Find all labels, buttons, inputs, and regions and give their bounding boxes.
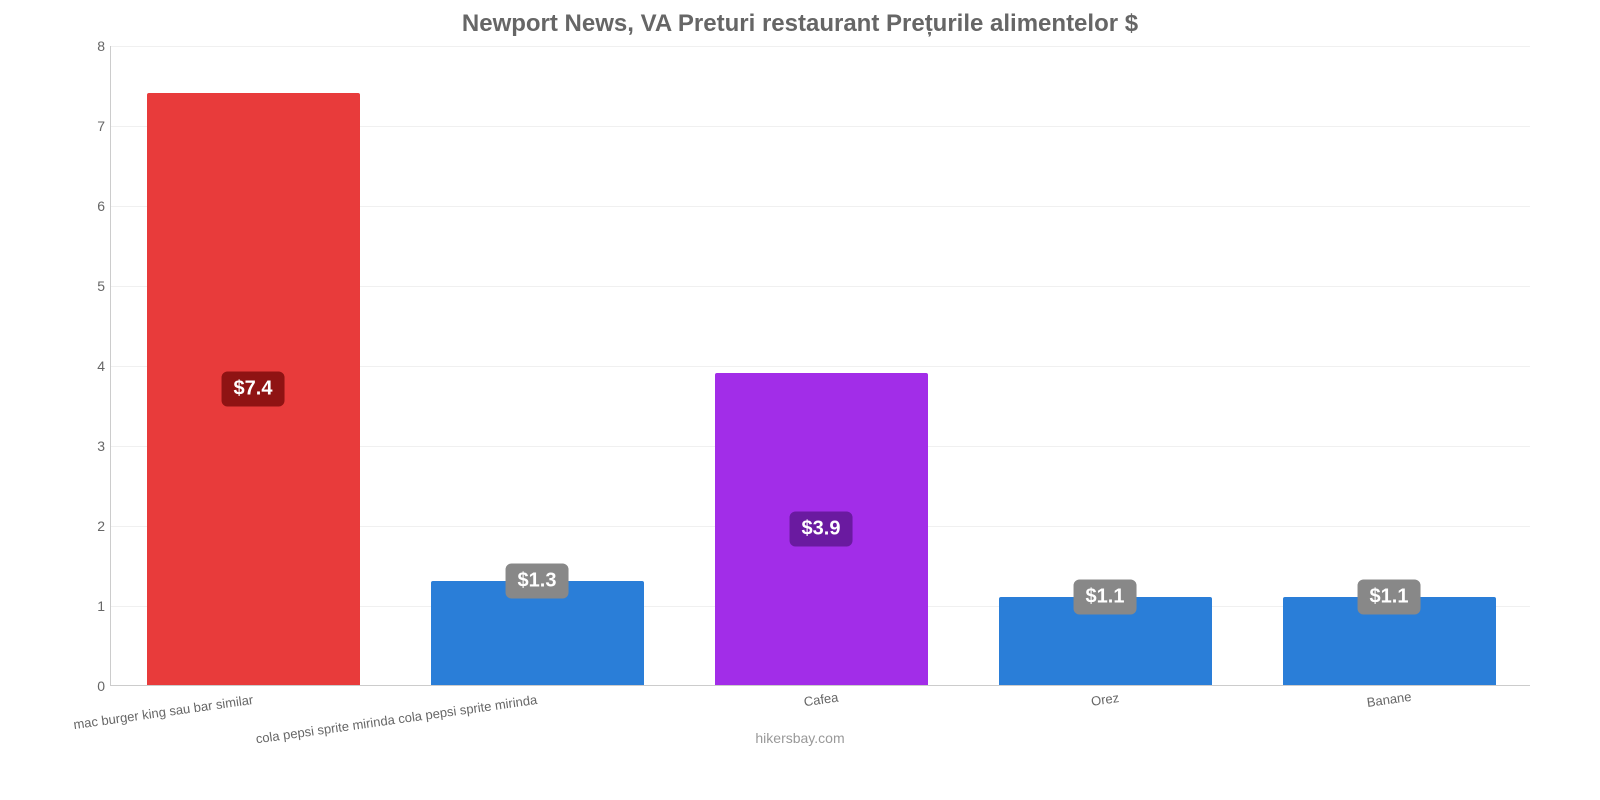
bar: $7.4 (147, 93, 360, 685)
bar-value-label: $1.3 (506, 564, 569, 599)
y-tick: 8 (50, 38, 105, 54)
y-tick: 6 (50, 198, 105, 214)
bar: $1.1 (999, 597, 1212, 685)
bar: $1.1 (1283, 597, 1496, 685)
bar-value-label: $7.4 (222, 372, 285, 407)
bar: $1.3 (431, 581, 644, 685)
x-tick-label: mac burger king sau bar similar (72, 692, 254, 732)
chart-title: Newport News, VA Preturi restaurant Preț… (462, 10, 1138, 38)
x-tick-label: cola pepsi sprite mirinda cola pepsi spr… (255, 692, 538, 746)
y-tick: 3 (50, 438, 105, 454)
y-tick: 4 (50, 358, 105, 374)
bar-value-label: $1.1 (1074, 580, 1137, 615)
bar-value-label: $1.1 (1358, 580, 1421, 615)
chart-container: 012345678 $7.4$1.3$3.9$1.1$1.1 mac burge… (50, 46, 1550, 726)
y-tick: 7 (50, 118, 105, 134)
x-tick-label: Cafea (803, 690, 839, 710)
chart-footer: hikersbay.com (755, 730, 844, 746)
x-tick-label: Orez (1090, 690, 1120, 709)
plot-area: $7.4$1.3$3.9$1.1$1.1 (110, 46, 1530, 686)
y-tick: 0 (50, 678, 105, 694)
x-tick-label: Banane (1366, 689, 1412, 710)
bars-group: $7.4$1.3$3.9$1.1$1.1 (111, 46, 1530, 685)
y-tick: 1 (50, 598, 105, 614)
y-tick: 2 (50, 518, 105, 534)
bar-value-label: $3.9 (790, 512, 853, 547)
y-tick: 5 (50, 278, 105, 294)
bar: $3.9 (715, 373, 928, 685)
